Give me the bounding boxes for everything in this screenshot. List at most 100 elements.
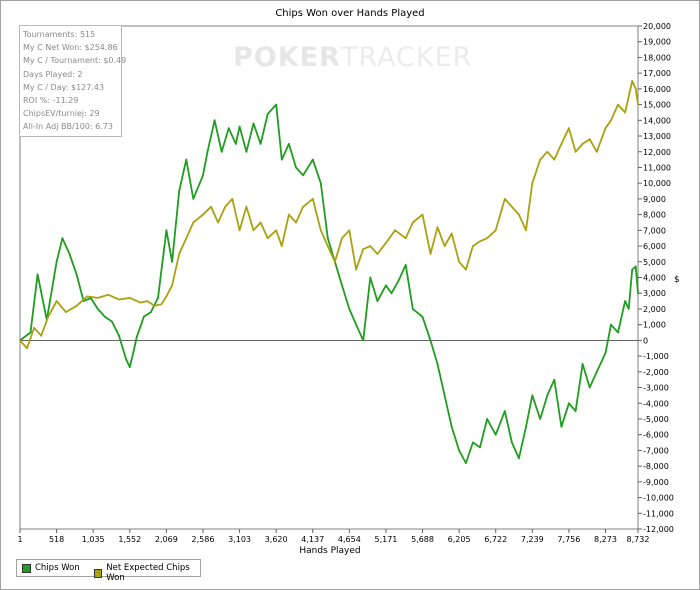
data-point-chips-won [348,308,351,310]
data-point-net-expected-chips-won [326,245,329,248]
data-point-chips-won [404,264,407,266]
data-point-net-expected-chips-won [266,237,269,240]
data-point-net-expected-chips-won [588,138,591,141]
legend-item-net-expected[interactable]: Net Expected Chips Won [94,563,200,583]
data-point-net-expected-chips-won [146,300,149,302]
data-point-chips-won [631,268,634,271]
y-tick-label: -3,000 [643,384,669,393]
x-tick-label: 7,239 [521,535,544,544]
x-tick-label: 7,756 [557,535,580,544]
data-point-chips-won [465,462,467,464]
data-point-chips-won [472,441,474,444]
data-point-chips-won [574,410,577,412]
data-point-chips-won [252,122,255,125]
chart-title: Chips Won over Hands Played [275,8,425,19]
data-point-net-expected-chips-won [443,245,446,248]
stat-days-played: Days Played: 2 [23,69,83,79]
data-point-net-expected-chips-won [40,334,43,337]
data-point-chips-won [604,352,607,354]
data-point-net-expected-chips-won [617,103,619,106]
data-point-chips-won [553,378,556,381]
data-point-chips-won [234,143,237,145]
y-tick-label: 7,000 [643,226,666,235]
data-point-net-expected-chips-won [280,245,283,248]
x-tick-label: 518 [49,535,64,544]
y-tick-label: 17,000 [643,69,671,78]
x-tick-label: 4,654 [338,535,361,544]
x-tick-label: 2,069 [155,535,178,544]
data-point-chips-won [588,386,591,389]
data-point-chips-won [355,323,357,326]
data-point-net-expected-chips-won [171,284,174,287]
data-point-net-expected-chips-won [302,205,304,208]
data-point-chips-won [178,190,181,192]
data-point-chips-won [595,370,598,373]
x-axis-label: Hands Played [299,546,361,556]
data-point-chips-won [369,276,372,279]
data-point-chips-won [531,394,534,397]
data-point-net-expected-chips-won [525,229,527,232]
data-point-net-expected-chips-won [539,158,542,161]
data-point-chips-won [61,237,64,240]
data-point-chips-won [55,260,58,263]
x-tick-label: 3,103 [228,535,251,544]
legend-label-chips-won: Chips Won [35,563,80,573]
x-tick-label: 1 [17,535,22,544]
data-point-net-expected-chips-won [107,293,110,296]
data-point-net-expected-chips-won [494,229,497,232]
data-point-chips-won [157,297,159,299]
data-point-chips-won [581,363,584,365]
series-line-chips-won [19,103,639,464]
data-point-chips-won [617,331,619,334]
data-point-net-expected-chips-won [165,295,168,298]
x-tick-label: 5,171 [374,535,397,544]
data-point-net-expected-chips-won [160,303,163,306]
y-tick-label: 12,000 [643,148,671,157]
data-point-net-expected-chips-won [47,315,50,318]
series-line-net-expected-chips-won [19,80,639,350]
data-point-chips-won [295,166,297,169]
data-point-chips-won [68,253,71,255]
data-point-net-expected-chips-won [627,95,630,98]
y-tick-label: -7,000 [643,446,669,455]
data-point-net-expected-chips-won [369,245,372,248]
data-point-chips-won [280,158,283,161]
data-point-net-expected-chips-won [553,158,556,161]
x-tick-label: 6,722 [484,535,507,544]
data-point-chips-won [238,125,241,128]
stats-box: Tournaments: 515 My C Net Won: $254.86 M… [19,25,126,137]
data-point-chips-won [125,358,127,361]
data-point-net-expected-chips-won [394,229,396,232]
data-point-net-expected-chips-won [217,221,220,224]
legend-item-chips-won[interactable]: Chips Won [22,563,80,573]
data-point-chips-won [132,352,135,354]
y-tick-label: 19,000 [643,38,671,47]
data-point-net-expected-chips-won [192,221,195,224]
data-point-net-expected-chips-won [348,229,351,232]
y-tick-label: 13,000 [643,132,671,141]
y-tick-label: 5,000 [643,258,666,267]
data-point-net-expected-chips-won [275,229,278,232]
data-point-chips-won [245,150,248,153]
data-point-chips-won [518,457,520,460]
x-tick-label: 8,732 [627,535,650,544]
data-point-chips-won [560,425,563,428]
data-point-chips-won [624,300,626,302]
data-point-chips-won [421,315,424,318]
y-tick-label: 11,000 [643,163,671,172]
data-point-chips-won [171,260,174,263]
data-point-net-expected-chips-won [295,221,297,224]
data-point-net-expected-chips-won [55,300,58,302]
data-point-net-expected-chips-won [581,143,584,145]
y-tick-label: 8,000 [643,211,666,220]
y-tick-label: 10,000 [643,179,671,188]
y-tick-label: 14,000 [643,116,671,125]
data-point-net-expected-chips-won [436,226,439,229]
y-tick-label: 4,000 [643,274,666,283]
data-point-chips-won [206,150,209,153]
data-point-net-expected-chips-won [86,295,89,298]
data-point-chips-won [503,410,506,412]
y-tick-label: -4,000 [643,399,669,408]
data-point-net-expected-chips-won [531,182,534,185]
